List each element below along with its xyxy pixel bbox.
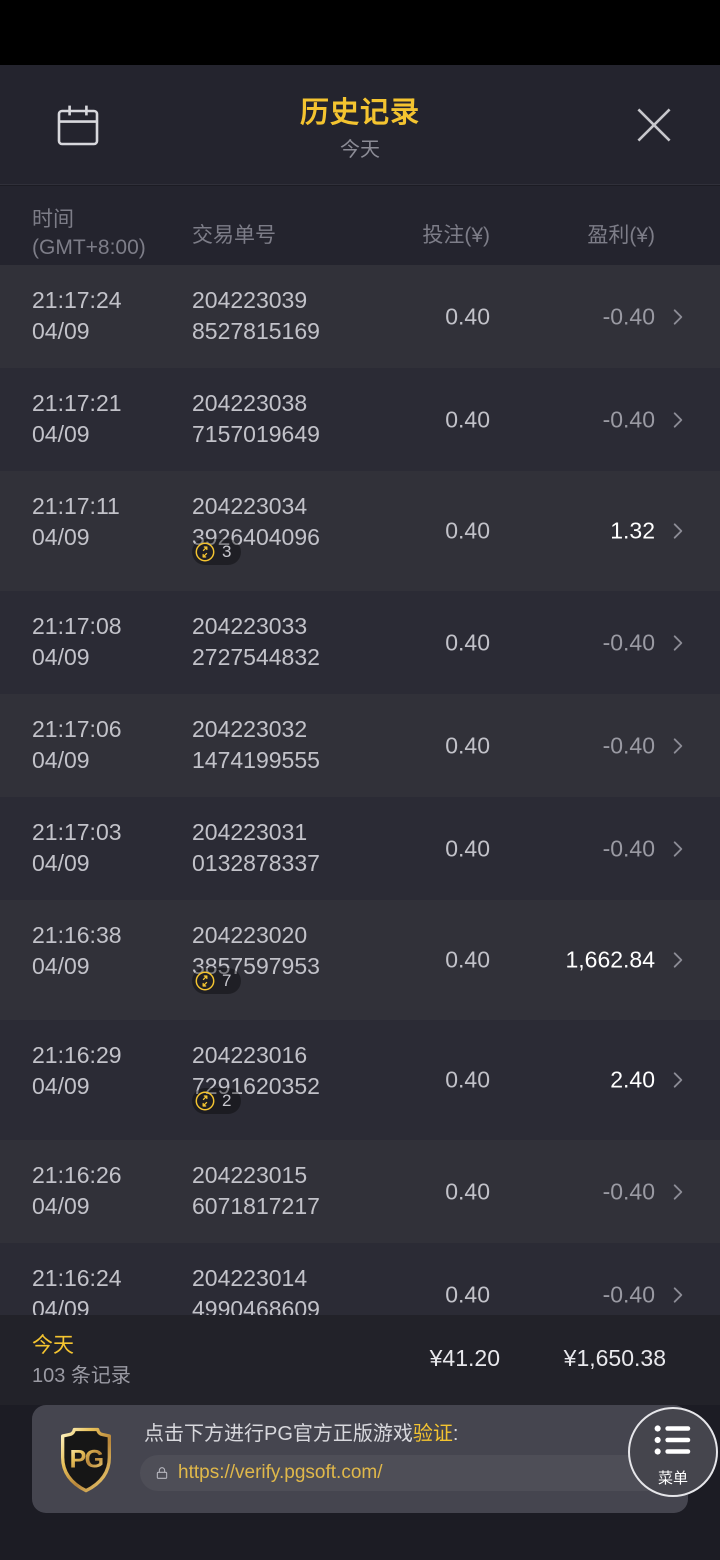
svg-text:PG: PG (70, 1445, 103, 1473)
